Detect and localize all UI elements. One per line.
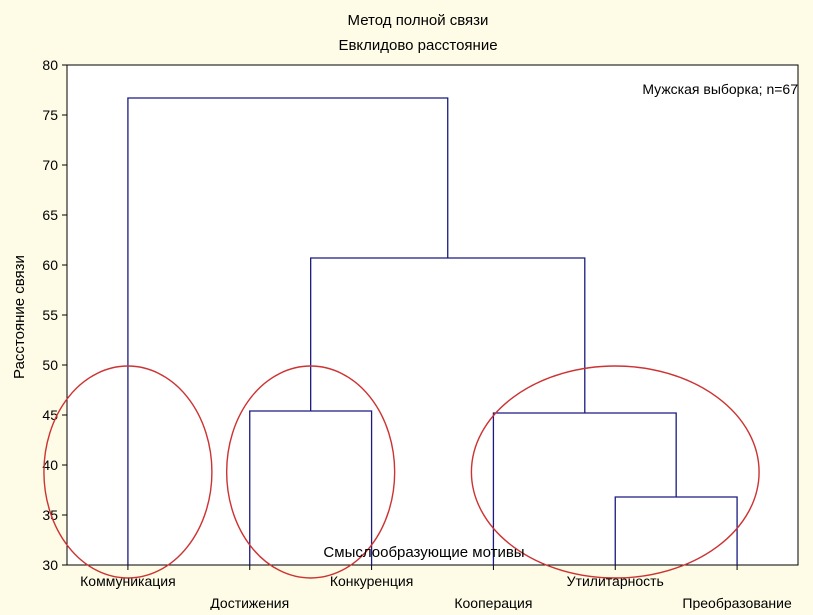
y-tick-label: 75 <box>42 107 58 123</box>
sample-annotation: Мужская выборка; n=67 <box>642 81 798 97</box>
leaf-label: Утилитарность <box>567 573 664 589</box>
cluster-highlight-ellipse <box>43 365 213 579</box>
y-tick-label: 50 <box>42 357 58 373</box>
cluster-highlights <box>43 365 760 579</box>
y-tick-label: 30 <box>42 557 58 573</box>
y-tick-label: 80 <box>42 57 58 73</box>
y-tick-label: 35 <box>42 507 58 523</box>
plot-area <box>66 64 799 566</box>
y-tick-label: 60 <box>42 257 58 273</box>
dendrogram-tree <box>127 97 738 565</box>
leaf-label: Кооперация <box>454 595 532 610</box>
x-axis-label: Смыслообразующие мотивы <box>323 544 524 561</box>
y-tick-label: 65 <box>42 207 58 223</box>
y-tick-label: 55 <box>42 307 58 323</box>
cluster-highlight-ellipse <box>225 365 396 579</box>
y-tick-label: 45 <box>42 407 58 423</box>
leaf-label: Конкуренция <box>330 573 414 589</box>
leaf-labels: Коммуникация Достижения Конкуренция Коопера… <box>80 565 792 611</box>
leaf-label: Коммуникация <box>80 573 176 589</box>
chart-subtitle: Евклидово расстояние <box>338 37 497 54</box>
leaf-label: Преобразование <box>682 595 792 610</box>
cluster-highlight-ellipse <box>470 365 760 579</box>
y-tick-label: 70 <box>42 157 58 173</box>
y-axis-label: Расстояние связи <box>11 255 28 379</box>
dendrogram-link <box>127 97 449 565</box>
y-axis: 30 35 40 45 50 55 60 65 70 75 80 <box>42 57 67 573</box>
leaf-label: Достижения <box>210 595 289 610</box>
chart-title: Метод полной связи <box>348 12 489 29</box>
y-tick-label: 40 <box>42 457 58 473</box>
